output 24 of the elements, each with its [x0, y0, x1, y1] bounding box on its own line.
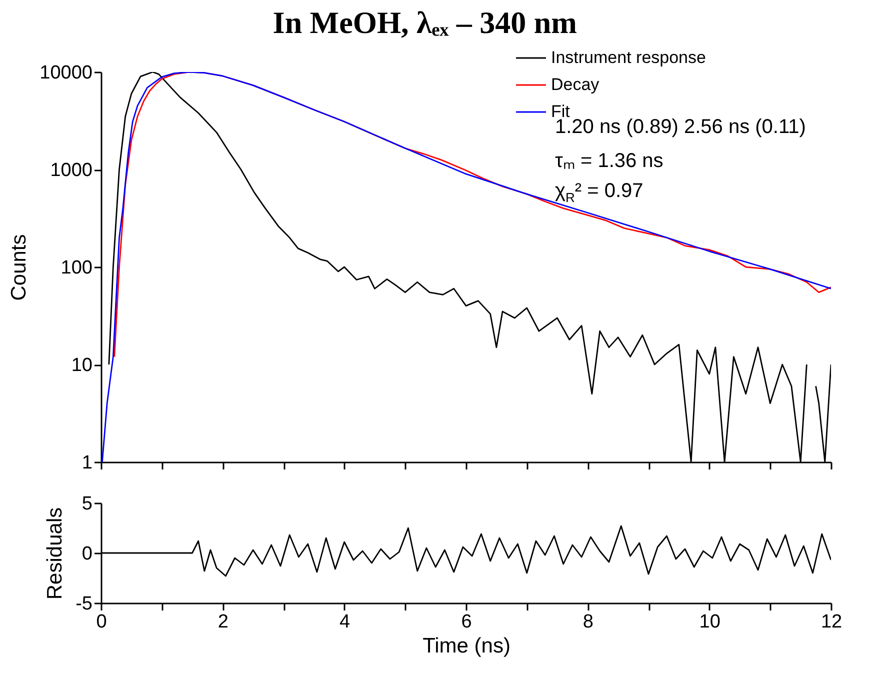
- y-tick-label: 5: [82, 494, 92, 514]
- y-tick-label: -5: [76, 594, 92, 614]
- x-tick-label: 2: [218, 612, 228, 632]
- chart-title: In MeOH, λₑₓ – 340 nm: [272, 5, 578, 40]
- x-tick-label: 4: [340, 612, 351, 632]
- legend-label: Decay: [551, 75, 600, 94]
- annotation: τₘ = 1.36 ns: [555, 149, 664, 173]
- legend-label: Instrument response: [551, 48, 706, 67]
- y-tick-label: 1: [82, 452, 92, 474]
- y-tick-label: 0: [82, 544, 92, 564]
- annotation: 1.20 ns (0.89) 2.56 ns (0.11): [555, 116, 806, 139]
- annotation: χ$_{R}$² = 0.97: [555, 180, 644, 205]
- y-tick-label: 10000: [40, 62, 92, 84]
- y-axis-title: Residuals: [44, 507, 67, 600]
- x-tick-label: 10: [699, 612, 720, 632]
- x-tick-label: 0: [96, 612, 107, 632]
- y-axis-title: Counts: [8, 234, 31, 301]
- y-tick-label: 10: [71, 355, 92, 376]
- x-tick-label: 8: [582, 612, 594, 632]
- x-tick-label: 6: [461, 612, 472, 632]
- y-tick-label: 1000: [50, 160, 92, 181]
- x-axis-title: Time (ns): [422, 634, 510, 658]
- x-tick-label: 12: [820, 612, 842, 632]
- y-tick-label: 100: [60, 258, 92, 278]
